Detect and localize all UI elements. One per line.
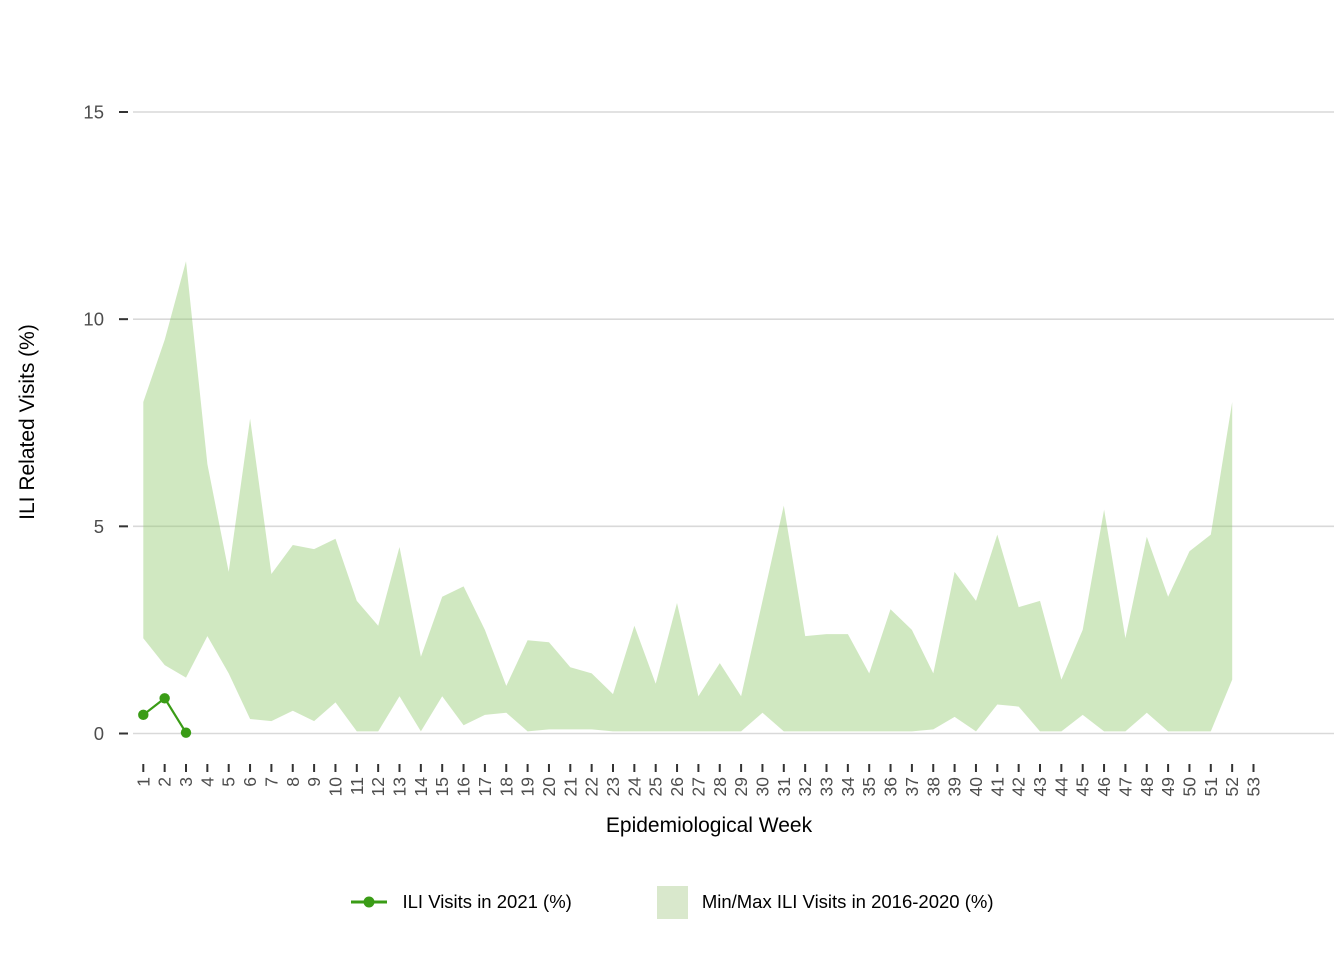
x-tick-label: 14: [411, 777, 431, 797]
x-tick-label: 44: [1051, 777, 1071, 797]
x-tick-label: 18: [496, 777, 516, 796]
y-tick-label: 0: [94, 723, 104, 744]
x-tick-label: 9: [304, 777, 324, 787]
x-tick-label: 16: [454, 777, 474, 796]
x-tick-label: 1: [133, 777, 153, 787]
x-tick-label: 41: [987, 777, 1007, 796]
x-tick-label: 47: [1115, 777, 1135, 796]
x-tick-label: 23: [603, 777, 623, 796]
y-tick-label: 5: [94, 516, 104, 537]
y-axis-title: ILI Related Visits (%): [16, 324, 39, 520]
legend: ILI Visits in 2021 (%) Min/Max ILI Visit…: [0, 878, 1344, 926]
y-tick-label: 10: [83, 309, 104, 330]
x-tick-label: 3: [176, 777, 196, 787]
x-tick-label: 28: [710, 777, 730, 796]
x-tick-label: 20: [539, 777, 559, 797]
x-tick-label: 45: [1073, 777, 1093, 796]
x-tick-label: 6: [240, 777, 260, 787]
x-tick-label: 29: [731, 777, 751, 796]
x-tick-label: 10: [325, 777, 345, 797]
x-tick-label: 27: [688, 777, 708, 796]
legend-label-minmax: Min/Max ILI Visits in 2016-2020 (%): [701, 891, 994, 912]
x-tick-label: 53: [1244, 777, 1264, 796]
x-tick-label: 43: [1030, 777, 1050, 796]
line-point-key-icon: [351, 896, 388, 908]
x-tick-label: 7: [261, 777, 281, 787]
x-tick-label: 26: [667, 777, 687, 796]
x-tick-label: 31: [774, 777, 794, 796]
x-tick-label: 30: [752, 777, 772, 797]
x-tick-label: 35: [859, 777, 879, 796]
legend-label-2021: ILI Visits in 2021 (%): [402, 891, 572, 912]
x-tick-label: 12: [368, 777, 388, 796]
x-tick-label: 24: [624, 777, 644, 797]
x-axis-title: Epidemiological Week: [605, 814, 813, 837]
x-tick-label: 15: [432, 777, 452, 796]
x-tick-label: 5: [219, 777, 239, 787]
legend-item-2021: ILI Visits in 2021 (%): [350, 890, 572, 914]
legend-item-minmax: Min/Max ILI Visits in 2016-2020 (%): [656, 885, 994, 919]
x-tick-label: 2: [155, 777, 175, 787]
y-tick-label: 15: [83, 102, 104, 123]
x-tick-label: 19: [518, 777, 538, 796]
x-tick-label: 46: [1094, 777, 1114, 796]
ribbon-area: [143, 261, 1233, 732]
x-tick-label: 39: [945, 777, 965, 796]
x-tick-label: 38: [923, 777, 943, 796]
x-tick-label: 48: [1137, 777, 1157, 796]
data-point: [180, 727, 192, 738]
x-tick-label: 37: [902, 777, 922, 796]
x-tick-label: 32: [795, 777, 815, 796]
data-point: [138, 709, 149, 721]
x-tick-label: 8: [283, 777, 303, 787]
x-tick-label: 25: [646, 777, 666, 796]
x-tick-label: 49: [1158, 777, 1178, 796]
x-tick-label: 50: [1179, 777, 1199, 797]
x-tick-label: 33: [817, 777, 837, 796]
data-point: [159, 693, 170, 704]
x-tick-label: 4: [197, 777, 217, 787]
x-tick-label: 13: [390, 777, 410, 796]
x-tick-label: 11: [347, 777, 367, 795]
x-tick-label: 36: [881, 777, 901, 796]
ribbon-swatch-icon: [656, 885, 688, 919]
x-tick-label: 34: [838, 777, 858, 797]
x-tick-label: 42: [1009, 777, 1029, 796]
x-tick-label: 21: [560, 777, 580, 796]
x-tick-label: 51: [1201, 777, 1221, 796]
x-tick-label: 17: [475, 777, 495, 796]
x-tick-label: 40: [966, 777, 986, 797]
x-tick-label: 22: [582, 777, 602, 796]
x-tick-label: 52: [1222, 777, 1242, 796]
